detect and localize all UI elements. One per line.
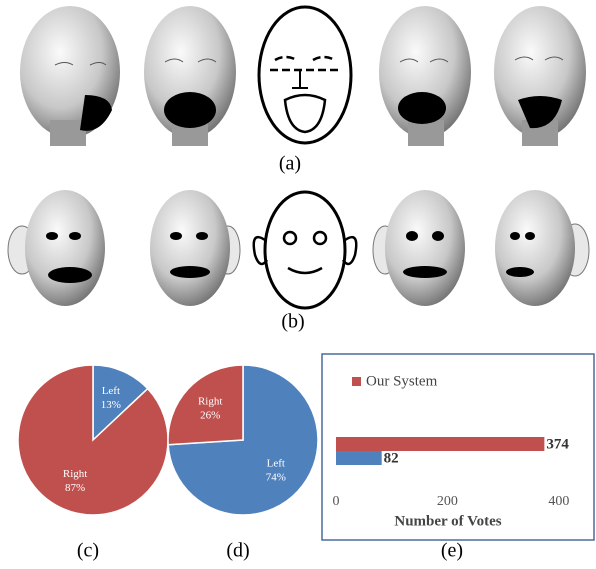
face-row-b — [8, 190, 589, 308]
x-tick-label: 400 — [548, 494, 569, 509]
face — [379, 6, 471, 146]
caption: (b) — [281, 311, 304, 333]
caption: (c) — [77, 540, 99, 562]
legend-label: Our System — [366, 373, 438, 389]
face — [8, 190, 105, 306]
slice-label: Left — [267, 457, 285, 469]
face-sketch — [259, 7, 351, 143]
x-tick-label: 200 — [437, 494, 458, 509]
face-sketch — [254, 192, 357, 308]
bar — [336, 437, 544, 451]
bar-value-label: 82 — [384, 450, 399, 466]
x-tick-label: 0 — [333, 494, 340, 509]
face — [20, 6, 120, 146]
caption: (a) — [279, 153, 301, 175]
x-axis-title: Number of Votes — [394, 513, 501, 529]
figure: (a) (b) Left 13% Right 87% (c) Left 74% Right 26… — [0, 0, 596, 569]
face-row-a — [20, 6, 586, 146]
caption: (d) — [226, 540, 249, 562]
face — [494, 6, 586, 146]
slice-value: 26% — [200, 410, 220, 422]
slice-value: 74% — [266, 471, 286, 483]
slice-value: 87% — [65, 482, 85, 494]
face — [150, 190, 240, 306]
slice-label: Right — [198, 396, 222, 408]
caption: (e) — [441, 540, 463, 562]
face — [373, 190, 465, 306]
bar — [336, 451, 382, 465]
face — [144, 6, 236, 146]
slice-value: 13% — [101, 399, 121, 411]
slice-label: Right — [63, 468, 87, 480]
face — [495, 190, 589, 306]
slice-label: Left — [102, 385, 120, 397]
legend-swatch — [352, 377, 361, 386]
bar-value-label: 374 — [546, 436, 569, 452]
